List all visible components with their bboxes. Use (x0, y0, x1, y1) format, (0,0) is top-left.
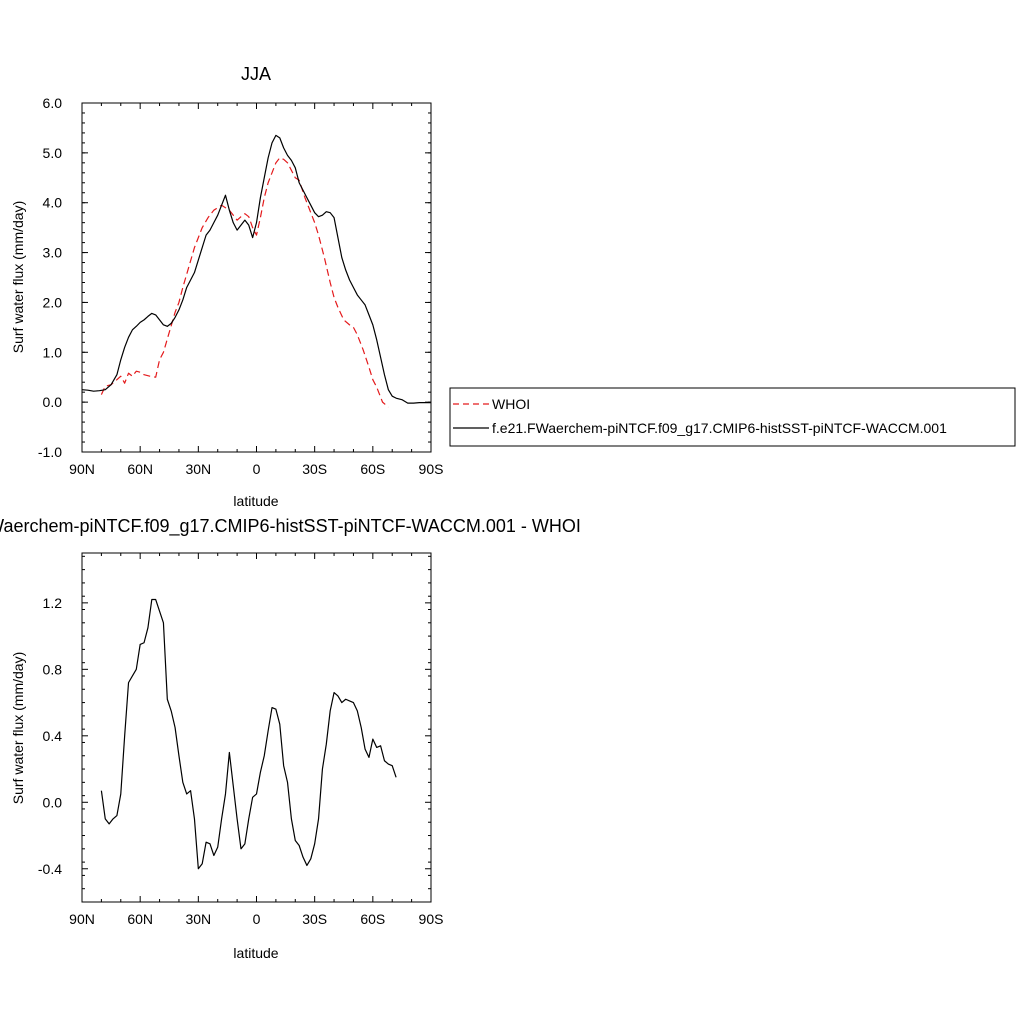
top-x-tick-label: 90S (419, 461, 444, 477)
top-x-tick-label: 60S (360, 461, 385, 477)
bottom-y-tick-label: 0.0 (43, 794, 63, 810)
top-y-tick-label: 1.0 (43, 344, 63, 360)
bottom-y-tick-label: 1.2 (43, 595, 63, 611)
top-x-tick-label: 60N (127, 461, 153, 477)
top-x-tick-label: 30N (185, 461, 211, 477)
bottom-plot-frame (81, 552, 432, 903)
top-y-tick-label: 0.0 (43, 394, 63, 410)
top-y-tick-label: 6.0 (43, 95, 63, 111)
bottom-series-line-0 (100, 598, 397, 870)
bottom-axis-ticks: 90N 60N 30N 0 30S 60S 90S -0.4 0.0 0.4 0.8 1.2 (38, 553, 444, 927)
bottom-x-tick-label: 90S (419, 911, 444, 927)
top-series-line-1 (81, 134, 431, 404)
bottom-x-tick-label: 0 (253, 911, 261, 927)
top-axis-ticks: 90N 60N 30N 0 30S 60S 90S -1.0 0.0 1.0 2.0 3.0 4.0 5.… (38, 95, 444, 477)
bottom-y-tick-label: 0.4 (43, 728, 63, 744)
top-x-tick-label: 90N (69, 461, 95, 477)
top-x-tick-label: 0 (253, 461, 261, 477)
top-panel: JJA 90N 60N 30N 0 30S 60S 90S -1.0 0.0 1.0 2.0 3.0 4… (10, 64, 443, 509)
top-series-group (81, 134, 431, 408)
top-x-axis-label: latitude (233, 493, 278, 509)
legend-label-whoi: WHOI (492, 396, 530, 412)
top-y-tick-label: 5.0 (43, 145, 63, 161)
bottom-x-tick-label: 90N (69, 911, 95, 927)
top-y-tick-label: -1.0 (38, 444, 62, 460)
bottom-x-tick-label: 30S (302, 911, 327, 927)
top-y-tick-label: 4.0 (43, 195, 63, 211)
top-y-axis-label: Surf water flux (mm/day) (10, 201, 26, 353)
bottom-chart-title: f.e21.FWaerchem-piNTCF.f09_g17.CMIP6-his… (0, 516, 581, 537)
top-x-tick-label: 30S (302, 461, 327, 477)
top-y-tick-label: 2.0 (43, 294, 63, 310)
bottom-y-tick-label: -0.4 (38, 861, 62, 877)
top-series-line-0 (100, 157, 389, 408)
bottom-x-axis-label: latitude (233, 945, 278, 961)
bottom-x-tick-label: 60S (360, 911, 385, 927)
legend-box (449, 387, 1016, 447)
bottom-series-group (100, 598, 397, 870)
bottom-x-tick-label: 60N (127, 911, 153, 927)
top-y-tick-label: 3.0 (43, 245, 63, 261)
top-plot-frame (81, 102, 432, 453)
bottom-x-tick-label: 30N (185, 911, 211, 927)
legend: WHOI f.e21.FWaerchem-piNTCF.f09_g17.CMIP… (449, 387, 1016, 447)
bottom-y-tick-label: 0.8 (43, 661, 63, 677)
top-chart-title: JJA (241, 64, 271, 84)
bottom-y-axis-label: Surf water flux (mm/day) (10, 652, 26, 804)
bottom-panel: f.e21.FWaerchem-piNTCF.f09_g17.CMIP6-his… (0, 516, 581, 961)
legend-label-model: f.e21.FWaerchem-piNTCF.f09_g17.CMIP6-his… (492, 420, 947, 436)
